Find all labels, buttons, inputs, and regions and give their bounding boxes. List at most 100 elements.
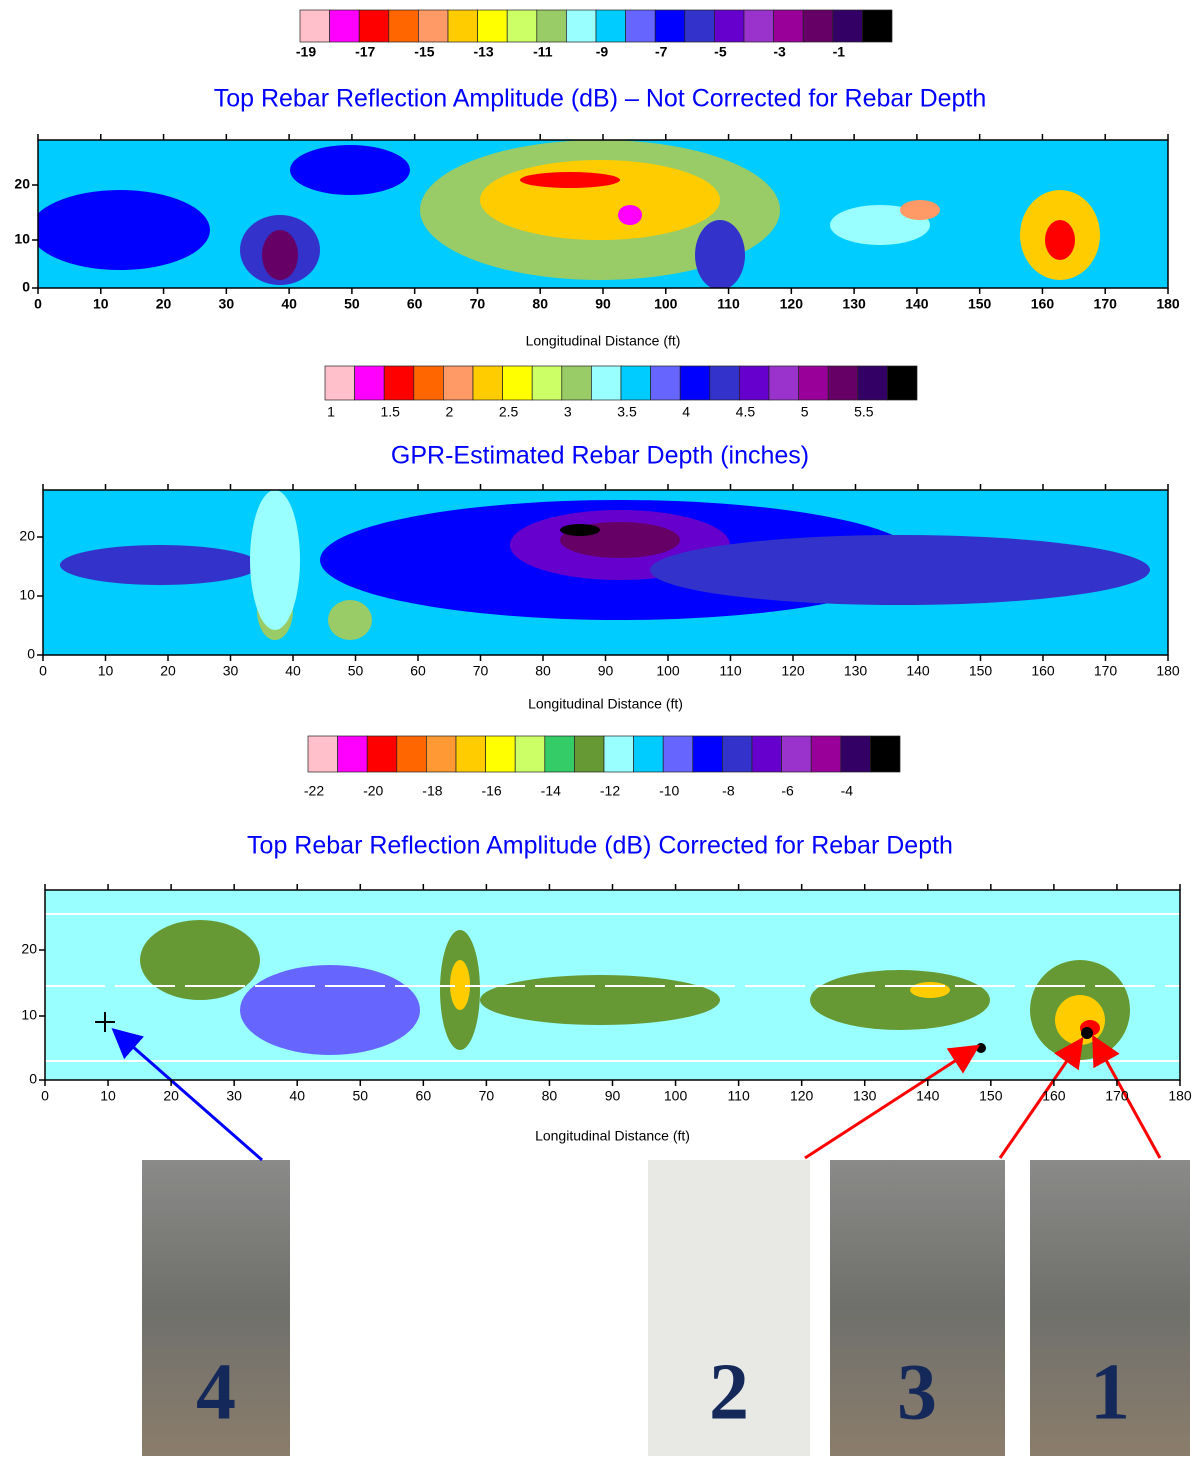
colorbar-cell [714,9,745,43]
x-tick-label: 30 [219,296,235,312]
x-tick-label: 50 [344,296,360,312]
y-tick-label: 0 [22,279,30,295]
x-tick-label: 160 [1031,663,1055,679]
colorbar-cell [418,9,449,43]
colorbar-label: -9 [596,44,609,60]
x-tick-label: 120 [781,663,805,679]
colorbar-cell [887,365,918,401]
colorbar-cell [536,9,567,43]
x-tick-label: 0 [41,1088,49,1104]
colorbar-cell [514,735,546,773]
x-tick-label: 100 [654,296,678,312]
colorbar-cell [620,365,651,401]
core-label: 2 [709,1348,749,1436]
colorbar-cell [768,365,799,401]
x-tick-label: 110 [717,296,740,312]
colorbar-cell [447,9,478,43]
x-tick-label: 20 [160,663,176,679]
x-tick-label: 10 [100,1088,116,1104]
colorbar-cell [857,365,888,401]
x-tick-label: 140 [916,1088,940,1104]
y-tick-label: 0 [27,646,35,662]
colorbar-cell [827,365,859,401]
colorbar-cell [324,365,355,401]
x-tick-label: 110 [719,663,742,679]
x-tick-label: 0 [39,663,47,679]
colorbar-label: 1.5 [380,404,400,420]
x-tick-label: 110 [727,1088,750,1104]
colorbar-cell [595,9,626,43]
colorbar-label: -5 [714,44,727,60]
x-tick-label: 180 [1156,296,1180,312]
colorbar-label: 2 [446,404,454,420]
colorbar-cell [358,9,390,43]
colorbar-cell [329,9,360,43]
colorbar-cell [455,735,486,773]
map-1 [38,140,1168,288]
panel-title: Top Rebar Reflection Amplitude (dB) – No… [214,85,987,113]
arrow [804,1044,981,1160]
x-tick-label: 20 [156,296,172,312]
colorbar-cell [426,735,457,773]
colorbar-cell [773,9,804,43]
colorbar-cell [709,365,740,401]
colorbar-label: -12 [600,783,620,799]
colorbar-label: -7 [655,44,668,60]
x-tick-label: 60 [407,296,423,312]
colorbar-label: 4.5 [736,404,756,420]
colorbar-cell [485,735,516,773]
colorbar-label: 4 [682,404,690,420]
x-tick-label: 60 [410,663,426,679]
colorbar-label: -16 [481,783,501,799]
y-tick-label: 20 [21,941,37,957]
x-tick-label: 20 [163,1088,179,1104]
colorbar-label: -20 [363,783,383,799]
y-tick-label: 10 [19,587,35,603]
x-tick-label: 150 [979,1088,1003,1104]
x-tick-label: 140 [906,663,930,679]
colorbar-cell [751,735,782,773]
x-tick-label: 180 [1168,1088,1192,1104]
colorbar-cell [531,365,563,401]
x-tick-label: 10 [98,663,114,679]
x-tick-label: 120 [790,1088,814,1104]
x-tick-label: 70 [473,663,489,679]
x-tick-label: 150 [969,663,993,679]
colorbar-cell [299,9,330,43]
core-label: 3 [897,1348,937,1436]
colorbar-cell [743,9,774,43]
colorbar-label: -13 [473,44,493,60]
x-tick-label: 90 [598,663,614,679]
colorbar-cell [862,9,893,43]
colorbar-cell [692,735,723,773]
colorbar-cell [591,365,622,401]
colorbar-cell [413,365,444,401]
x-tick-label: 160 [1042,1088,1066,1104]
colorbar-cell [574,735,605,773]
arrow [1092,1034,1162,1159]
colorbar-cell [798,365,829,401]
x-tick-label: 180 [1156,663,1180,679]
y-tick-label: 20 [14,176,30,192]
colorbar-cell [383,365,415,401]
colorbar-cell [650,365,681,401]
x-tick-label: 130 [844,663,868,679]
colorbar-label: -8 [722,783,735,799]
y-tick-label: 20 [19,528,35,544]
x-axis-label: Longitudinal Distance (ft) [526,333,681,349]
x-tick-label: 10 [93,296,109,312]
x-tick-label: 120 [780,296,804,312]
colorbar-cell [662,735,694,773]
colorbar-label: -19 [296,44,316,60]
x-tick-label: 130 [842,296,866,312]
x-tick-label: 80 [535,663,551,679]
x-tick-label: 130 [853,1088,877,1104]
y-tick-label: 10 [14,231,30,247]
colorbar-cell [603,735,634,773]
colorbar-label: 5.5 [854,404,874,420]
map-3 [45,890,1180,1080]
y-tick-label: 10 [21,1007,37,1023]
colorbar-cell [443,365,474,401]
x-tick-label: 50 [348,663,364,679]
